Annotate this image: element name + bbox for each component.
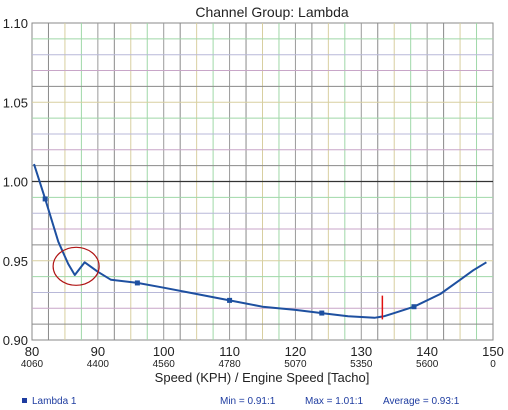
legend-max: Max = 1.01:1 <box>305 396 364 407</box>
chart-title: Channel Group: Lambda <box>195 4 349 20</box>
x-tick-label: 80 <box>25 344 39 359</box>
data-point-marker <box>42 196 48 202</box>
x-tick-label: 90 <box>91 344 105 359</box>
highlight-circle <box>52 246 100 286</box>
x-tick-rpm-label: 0 <box>490 359 496 370</box>
x-tick-rpm-label: 4400 <box>87 359 110 370</box>
legend-min: Min = 0.91:1 <box>220 396 276 407</box>
x-axis-label: Speed (KPH) / Engine Speed [Tacho] <box>155 370 370 385</box>
legend-bar: Lambda 1 Min = 0.91:1 Max = 1.01:1 Avera… <box>0 395 508 410</box>
legend-entry-lambda-1[interactable]: Lambda 1 <box>22 396 76 407</box>
series-lines <box>33 163 487 319</box>
plot-grid <box>31 22 494 341</box>
x-tick-label: 140 <box>416 344 438 359</box>
annotations <box>52 246 384 320</box>
x-tick-rpm-label: 5600 <box>416 359 439 370</box>
data-point-marker <box>319 310 325 316</box>
legend-average: Average = 0.93:1 <box>383 396 460 407</box>
x-tick-rpm-label: 4560 <box>153 359 176 370</box>
legend-series-name: Lambda 1 <box>32 396 77 407</box>
y-tick-label: 0.90 <box>3 333 28 348</box>
x-tick-label: 120 <box>285 344 307 359</box>
x-tick-label: 110 <box>219 344 240 359</box>
series-color-swatch <box>22 398 27 403</box>
x-tick-label: 130 <box>350 344 372 359</box>
x-tick-rpm-label: 5070 <box>284 359 307 370</box>
x-tick-rpm-label: 4780 <box>218 359 241 370</box>
data-point-marker <box>411 304 417 310</box>
y-tick-label: 1.00 <box>3 175 28 190</box>
x-tick-rpm-label: 4060 <box>21 359 44 370</box>
x-tick-label: 100 <box>153 344 175 359</box>
y-tick-label: 1.05 <box>3 95 28 110</box>
x-tick-rpm-label: 5350 <box>350 359 373 370</box>
data-point-marker <box>134 280 140 286</box>
data-point-marker <box>227 297 233 303</box>
x-tick-label: 150 <box>482 344 504 359</box>
y-tick-label: 0.95 <box>3 254 28 269</box>
y-tick-label: 1.10 <box>3 16 28 31</box>
series-line-lambda-1 <box>33 163 487 319</box>
